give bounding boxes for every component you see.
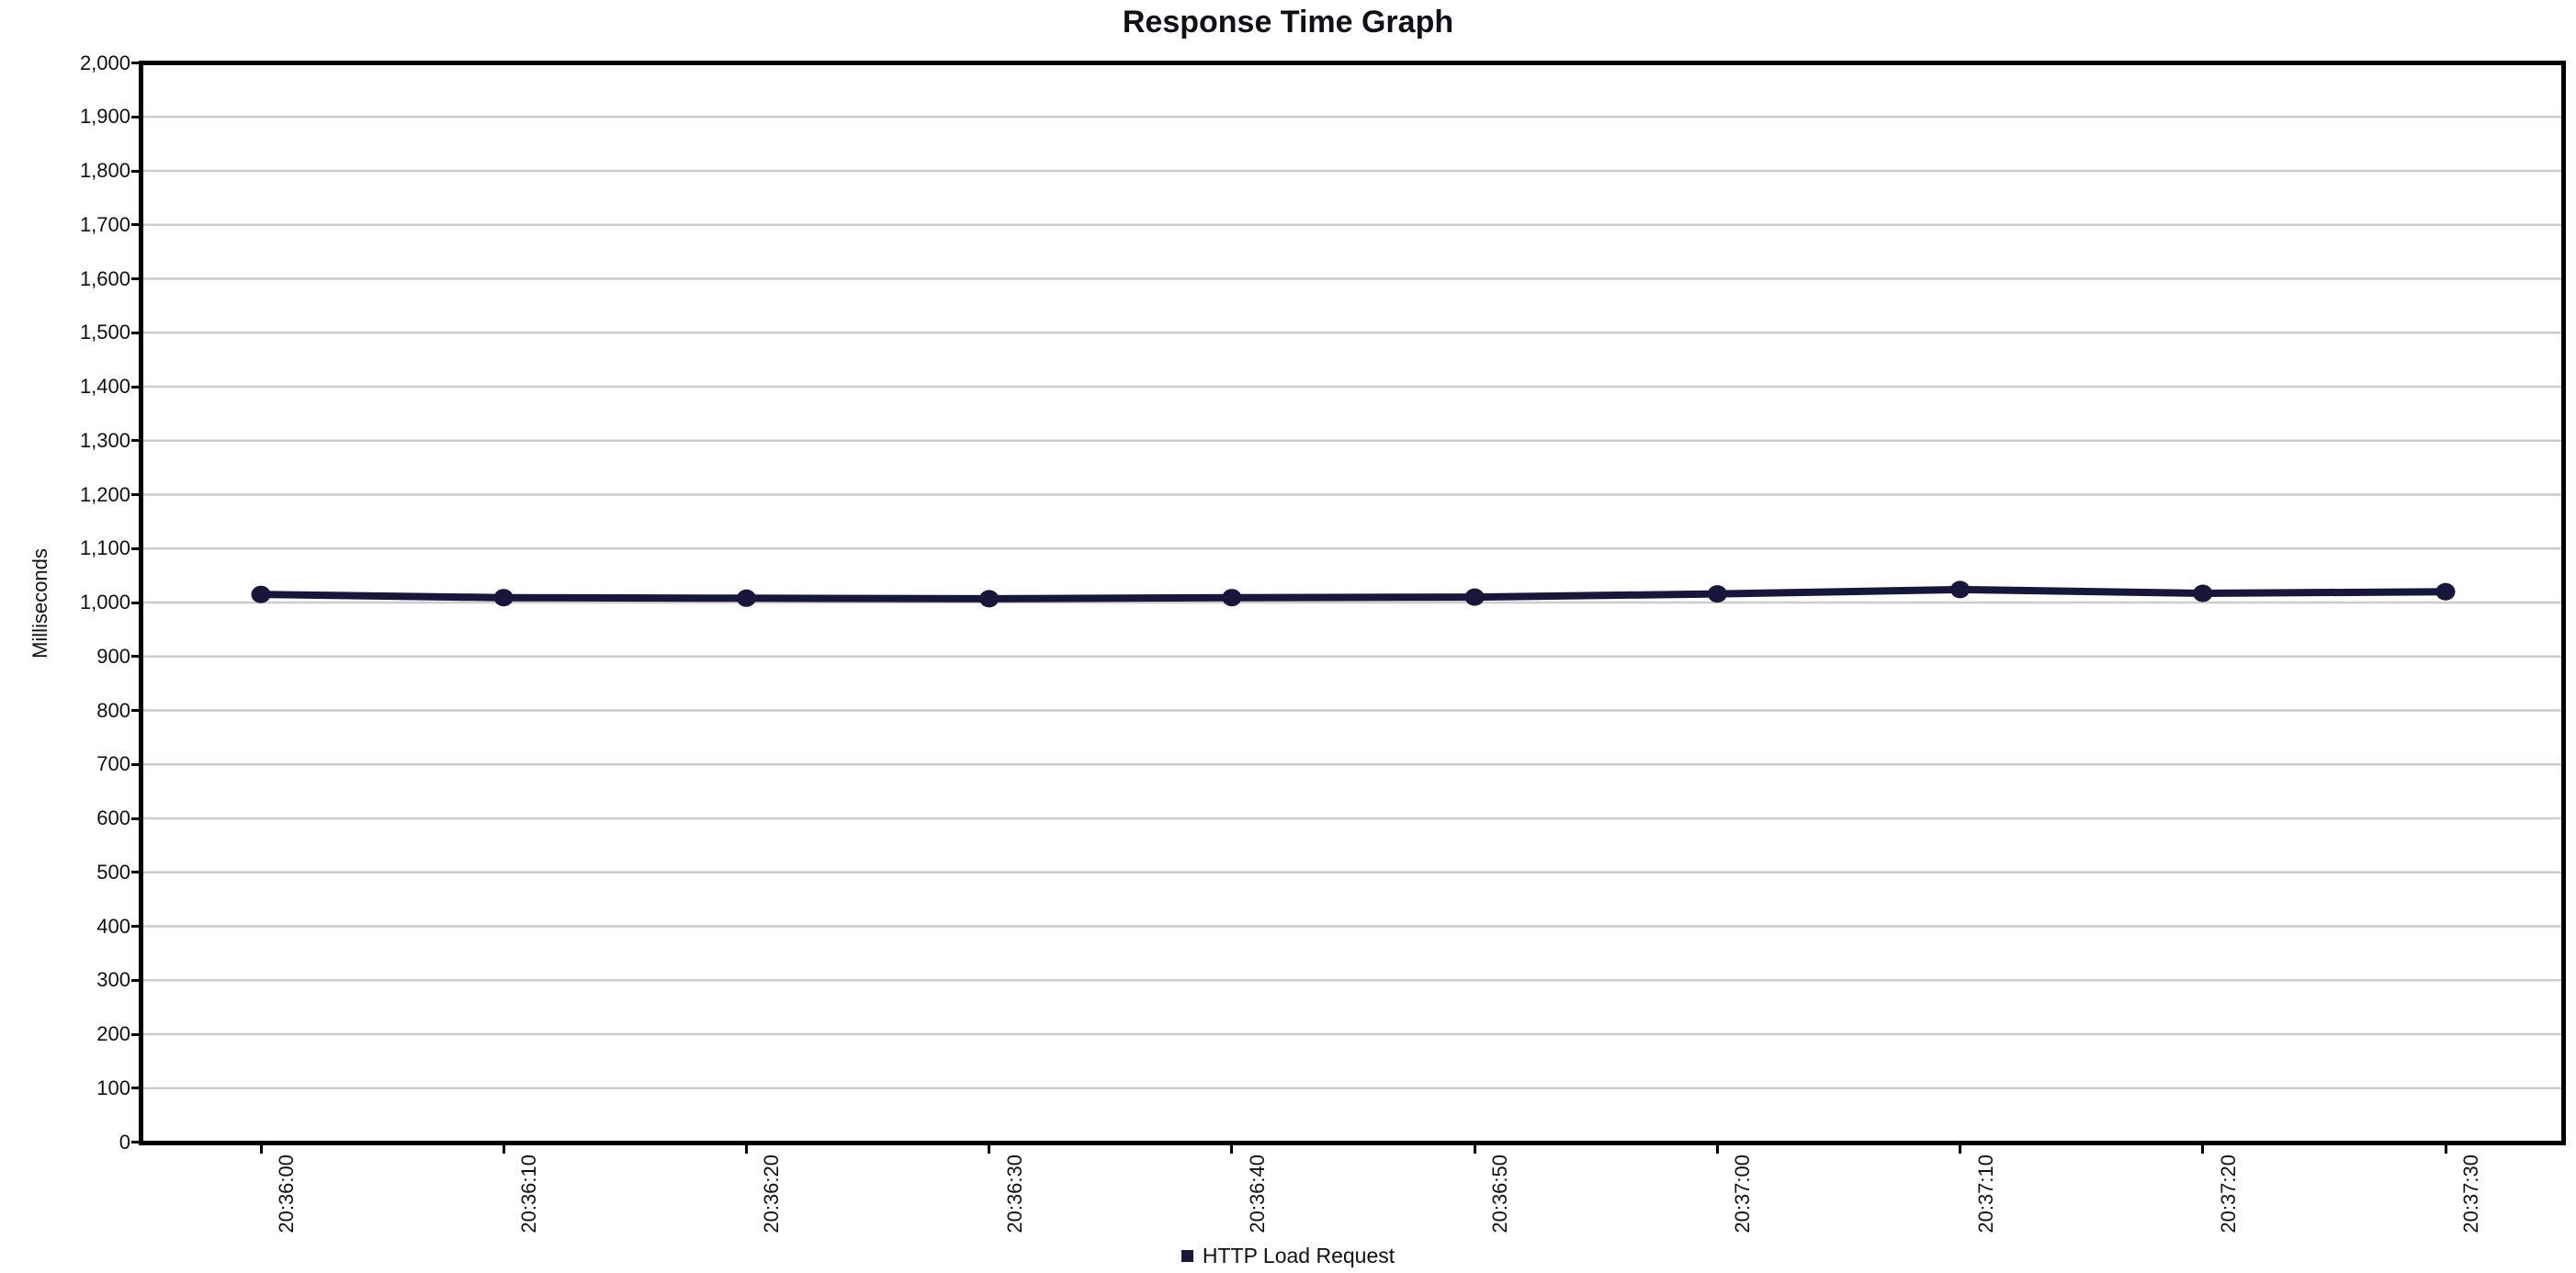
y-tick-label: 1,200 <box>79 482 130 506</box>
y-tick-label: 1,400 <box>79 375 130 398</box>
y-tick <box>131 762 140 766</box>
legend-swatch <box>1181 1249 1193 1262</box>
data-point <box>251 585 271 603</box>
y-tick <box>131 1087 140 1090</box>
y-tick <box>131 385 140 389</box>
x-tick <box>1473 1143 1476 1154</box>
y-tick <box>131 978 140 982</box>
y-tick-label: 900 <box>96 644 130 668</box>
y-tick-label: 1,500 <box>79 321 130 344</box>
data-point <box>1950 580 1971 599</box>
data-point <box>493 589 514 607</box>
y-tick <box>131 817 140 820</box>
y-tick <box>131 169 140 173</box>
legend: HTTP Load Request <box>0 1240 2576 1271</box>
y-tick-label: 1,800 <box>79 159 130 182</box>
y-tick-label: 700 <box>96 752 130 776</box>
y-tick <box>131 62 140 64</box>
x-tick <box>1715 1143 1719 1154</box>
y-tick-label: 1,900 <box>79 105 130 129</box>
y-tick <box>131 223 140 227</box>
y-tick-label: 100 <box>96 1076 130 1099</box>
y-tick <box>131 546 140 550</box>
y-tick <box>131 1032 140 1036</box>
y-tick <box>131 439 140 443</box>
x-tick <box>988 1143 991 1154</box>
data-point <box>2435 582 2456 601</box>
y-tick-label: 300 <box>96 968 130 992</box>
data-point <box>2193 584 2213 603</box>
x-tick <box>502 1143 505 1154</box>
y-tick <box>131 277 140 280</box>
data-point <box>1222 589 1242 607</box>
y-tick <box>131 925 140 928</box>
y-tick <box>131 709 140 712</box>
y-tick <box>131 493 140 496</box>
plot-area <box>139 61 2566 1145</box>
y-tick-label: 0 <box>119 1130 130 1154</box>
x-tick <box>2201 1143 2205 1154</box>
x-tick <box>744 1143 748 1154</box>
line-chart <box>143 116 2561 1089</box>
y-tick-label: 1,600 <box>79 266 130 290</box>
y-tick-label: 1,300 <box>79 428 130 452</box>
y-tick-label: 1,700 <box>79 212 130 236</box>
y-tick-label: 2,000 <box>79 51 130 74</box>
data-point <box>1464 588 1485 606</box>
y-tick <box>131 115 140 118</box>
y-tick-label: 800 <box>96 698 130 722</box>
x-tick <box>259 1143 263 1154</box>
y-tick-label: 200 <box>96 1022 130 1045</box>
legend-label: HTTP Load Request <box>1202 1243 1395 1267</box>
y-tick <box>131 331 140 334</box>
data-point <box>1707 585 1727 603</box>
y-tick-label: 500 <box>96 860 130 884</box>
x-tick <box>2444 1143 2447 1154</box>
y-tick-label: 600 <box>96 806 130 829</box>
series-line <box>257 585 2449 603</box>
x-tick <box>1959 1143 1962 1154</box>
y-tick-label: 1,100 <box>79 536 130 560</box>
chart-title: Response Time Graph <box>1122 5 1454 39</box>
x-tick <box>1230 1143 1234 1154</box>
y-tick-label: 1,000 <box>79 591 130 614</box>
y-tick <box>131 601 140 604</box>
y-tick-label: 400 <box>96 914 130 938</box>
y-tick <box>131 1141 140 1143</box>
y-tick <box>131 871 140 874</box>
data-point <box>979 590 1000 608</box>
data-point <box>736 589 756 607</box>
y-tick <box>131 655 140 659</box>
